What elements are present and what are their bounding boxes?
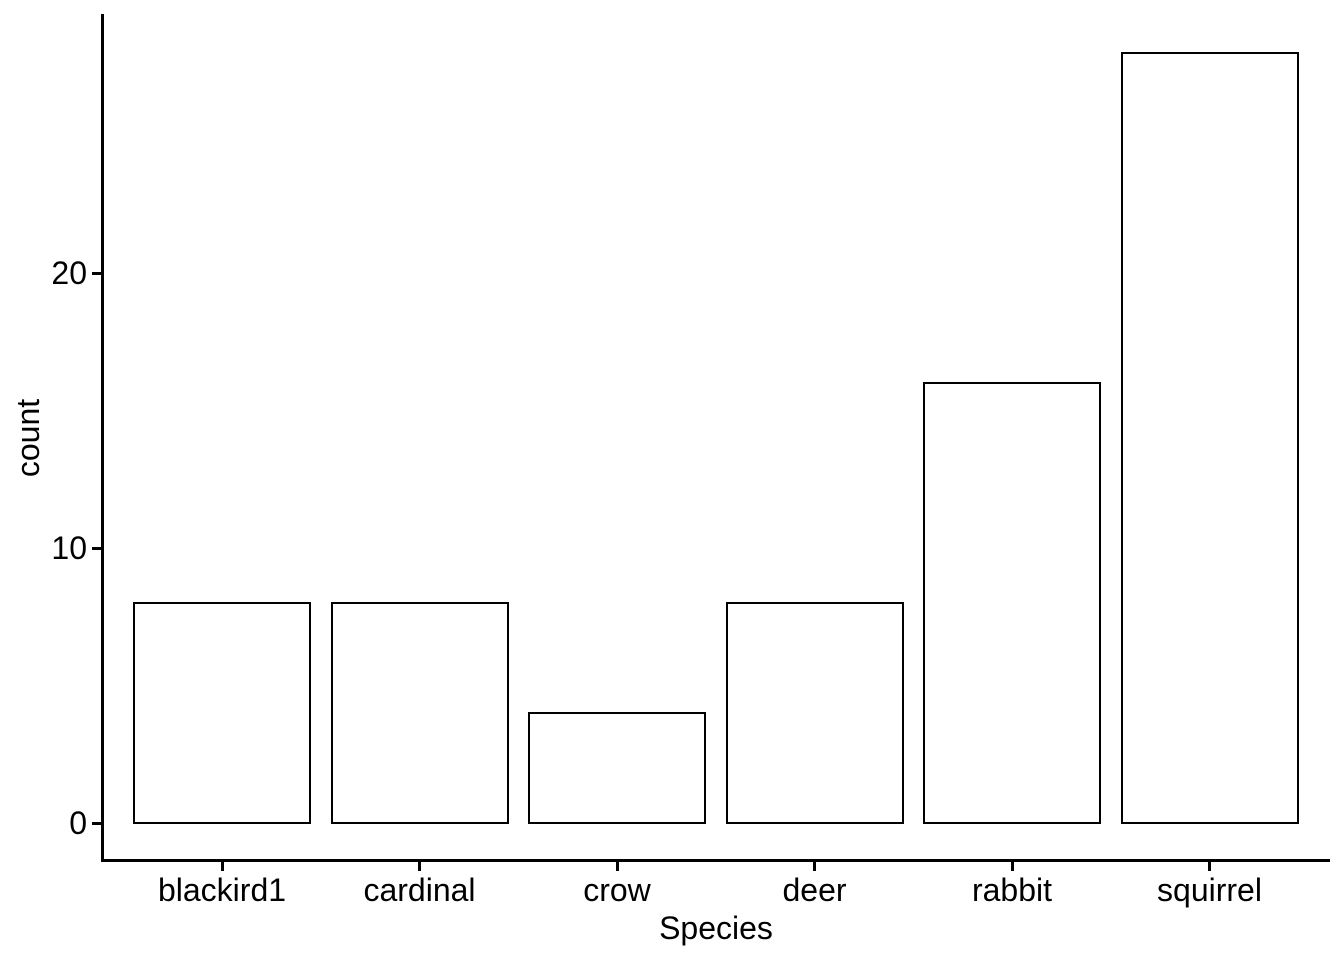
x-tick-label: squirrel — [1157, 872, 1262, 908]
x-tick-label: rabbit — [971, 872, 1053, 908]
y-axis-tick — [92, 546, 101, 550]
x-axis-tick — [813, 862, 816, 871]
y-axis-tick — [92, 821, 101, 825]
x-axis-tick — [1010, 862, 1014, 871]
x-axis-tick — [1208, 862, 1211, 871]
bar-squirrel — [1120, 52, 1299, 824]
x-tick-label: cardinal — [363, 872, 476, 908]
bar-rabbit — [923, 382, 1101, 824]
bar-deer — [725, 602, 904, 824]
x-tick-label: deer — [782, 872, 847, 908]
x-tick-label: blackird1 — [157, 872, 287, 908]
x-axis-title: Species — [659, 910, 773, 946]
x-tick-label: crow — [583, 872, 651, 908]
x-axis-tick — [418, 862, 421, 871]
x-axis-line — [101, 859, 1330, 862]
bar-crow — [528, 712, 706, 824]
y-axis-tick — [92, 271, 101, 275]
x-axis-tick — [220, 862, 224, 871]
x-axis-tick — [615, 862, 619, 871]
bar-cardinal — [330, 602, 509, 824]
y-tick-label: 20 — [51, 255, 87, 291]
y-axis-line — [101, 14, 104, 862]
y-tick-label: 0 — [69, 805, 87, 841]
y-tick-label: 10 — [51, 530, 87, 566]
bar-blackird1 — [133, 602, 311, 824]
